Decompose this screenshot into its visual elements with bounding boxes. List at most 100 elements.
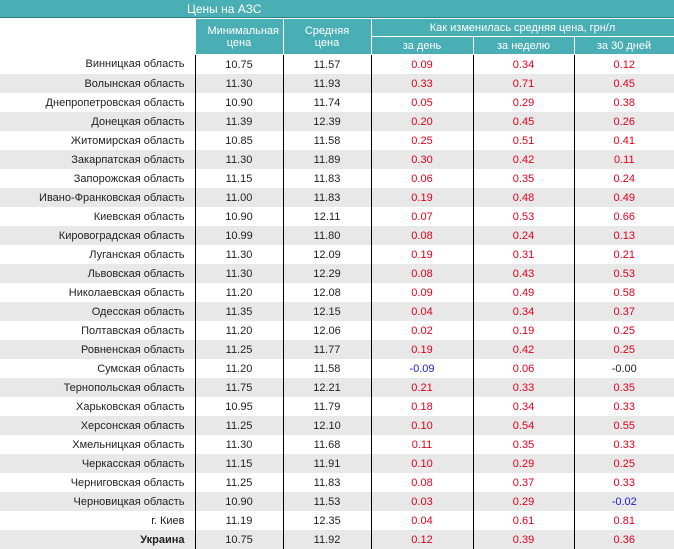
cell-change-day: 0.04 — [370, 511, 473, 530]
table-row: Волынская область 11.30 11.93 0.33 0.71 0.45 — [0, 74, 674, 93]
cell-change-week: 0.35 — [472, 169, 574, 188]
cell-change-week: 0.35 — [472, 435, 574, 454]
cell-change-30-days: 0.36 — [573, 530, 674, 549]
cell-change-day: 0.19 — [370, 340, 473, 359]
cell-region: Запорожская область — [73, 172, 185, 185]
cell-change-week: 0.33 — [472, 378, 574, 397]
cell-region: Винницкая область — [85, 58, 185, 71]
cell-min-price: 11.30 — [194, 150, 283, 169]
cell-change-week: 0.29 — [472, 492, 574, 511]
cell-change-30-days: 0.35 — [573, 378, 674, 397]
cell-change-week: 0.42 — [472, 150, 574, 169]
table-row: Полтавская область 11.20 12.06 0.02 0.19 0.25 — [0, 321, 674, 340]
cell-change-week: 0.48 — [472, 188, 574, 207]
cell-change-30-days: 0.26 — [573, 112, 674, 131]
table-row: Черниговская область 11.25 11.83 0.08 0.37 0.… — [0, 473, 674, 492]
cell-min-price: 11.30 — [194, 435, 283, 454]
cell-avg-price: 11.91 — [282, 454, 371, 473]
table-row: Черкасская область 11.15 11.91 0.10 0.29 0.25 — [0, 454, 674, 473]
cell-change-30-days: 0.41 — [573, 131, 674, 150]
table-body: Винницкая область 10.75 11.57 0.09 0.34 0.12 В… — [0, 54, 674, 549]
cell-change-day: 0.09 — [370, 54, 473, 74]
table-row: Львовская область 11.30 12.29 0.08 0.43 0.53 — [0, 264, 674, 283]
cell-change-30-days: 0.13 — [573, 226, 674, 245]
cell-avg-price: 11.89 — [282, 150, 371, 169]
cell-avg-price: 11.83 — [282, 188, 371, 207]
header-per-30-days: за 30 дней — [573, 36, 674, 55]
cell-min-price: 11.25 — [194, 416, 283, 435]
table-title: Цены на АЗС — [0, 0, 674, 18]
cell-region: Львовская область — [0, 264, 195, 283]
cell-region: Донецкая область — [0, 112, 195, 131]
cell-region: Черниговская область — [70, 476, 185, 489]
cell-min-price: 10.90 — [194, 93, 283, 112]
cell-change-30-days: 0.33 — [573, 473, 674, 492]
cell-min-price: 11.25 — [194, 473, 283, 492]
cell-change-week: 0.24 — [472, 226, 574, 245]
header-blank — [0, 18, 195, 55]
cell-change-30-days: 0.11 — [573, 150, 674, 169]
cell-avg-price: 11.93 — [282, 74, 371, 93]
cell-change-week: 0.49 — [472, 283, 574, 302]
cell-change-30-days: -0.00 — [573, 359, 674, 378]
table-row: Тернопольская область 11.75 12.21 0.21 0.33 0… — [0, 378, 674, 397]
cell-change-30-days: 0.55 — [573, 416, 674, 435]
cell-change-day: 0.02 — [370, 321, 473, 340]
cell-change-week: 0.31 — [472, 245, 574, 264]
cell-change-week: 0.06 — [472, 359, 574, 378]
cell-region: Николаевская область — [68, 286, 185, 299]
cell-change-day: 0.05 — [370, 93, 473, 112]
cell-change-30-days: 0.12 — [573, 54, 674, 74]
cell-min-price: 11.30 — [194, 74, 283, 93]
fuel-prices-table: Минимальная цена Средняя цена Как измени… — [0, 18, 674, 549]
cell-avg-price: 12.39 — [282, 112, 371, 131]
table-row: Украина 10.75 11.92 0.12 0.39 0.36 — [0, 530, 674, 549]
table-row: Кировоградская область 10.99 11.80 0.08 0.24… — [0, 226, 674, 245]
cell-avg-price: 12.09 — [282, 245, 371, 264]
cell-avg-price: 11.74 — [282, 93, 371, 112]
cell-region: Полтавская область — [81, 324, 185, 337]
cell-avg-price: 12.08 — [282, 283, 371, 302]
cell-min-price: 10.75 — [194, 530, 283, 549]
cell-min-price: 11.15 — [194, 169, 283, 188]
cell-avg-price: 12.21 — [282, 378, 371, 397]
cell-change-30-days: 0.37 — [573, 302, 674, 321]
cell-avg-price: 11.83 — [282, 169, 371, 188]
cell-change-day: 0.09 — [370, 283, 473, 302]
cell-change-day: 0.08 — [370, 226, 473, 245]
table-row: Херсонская область 11.25 12.10 0.10 0.54 0.55 — [0, 416, 674, 435]
table-row: Закарпатская область 11.30 11.89 0.30 0.42 0.… — [0, 150, 674, 169]
table-row: Запорожская область 11.15 11.83 0.06 0.35 0.2… — [0, 169, 674, 188]
cell-avg-price: 12.06 — [282, 321, 371, 340]
cell-avg-price: 11.58 — [282, 359, 371, 378]
cell-region: Кировоградская область — [0, 226, 195, 245]
cell-change-week: 0.34 — [472, 302, 574, 321]
cell-region: г. Киев — [151, 514, 185, 527]
cell-region: Сумская область — [97, 362, 185, 375]
cell-min-price: 11.30 — [194, 245, 283, 264]
cell-change-day: 0.19 — [370, 245, 473, 264]
cell-change-week: 0.29 — [472, 454, 574, 473]
cell-avg-price: 12.15 — [282, 302, 371, 321]
cell-region: Житомирская область — [70, 134, 185, 147]
cell-avg-price: 11.79 — [282, 397, 371, 416]
cell-change-week: 0.42 — [472, 340, 574, 359]
cell-change-week: 0.53 — [472, 207, 574, 226]
cell-change-day: 0.12 — [370, 530, 473, 549]
table-row: Ровненская область 11.25 11.77 0.19 0.42 0.25 — [0, 340, 674, 359]
cell-change-30-days: 0.33 — [573, 435, 674, 454]
cell-min-price: 11.19 — [194, 511, 283, 530]
cell-change-day: 0.06 — [370, 169, 473, 188]
cell-min-price: 10.75 — [194, 54, 283, 74]
cell-change-week: 0.19 — [472, 321, 574, 340]
header-per-week: за неделю — [472, 36, 575, 55]
cell-min-price: 10.85 — [194, 131, 283, 150]
cell-change-week: 0.34 — [472, 397, 574, 416]
cell-min-price: 11.20 — [194, 321, 283, 340]
table-row: Харьковская область 10.95 11.79 0.18 0.34 0.3… — [0, 397, 674, 416]
cell-change-day: 0.11 — [370, 435, 473, 454]
cell-region: Закарпатская область — [0, 150, 195, 169]
cell-change-day: 0.20 — [370, 112, 473, 131]
cell-change-week: 0.37 — [472, 473, 574, 492]
cell-min-price: 11.30 — [194, 264, 283, 283]
